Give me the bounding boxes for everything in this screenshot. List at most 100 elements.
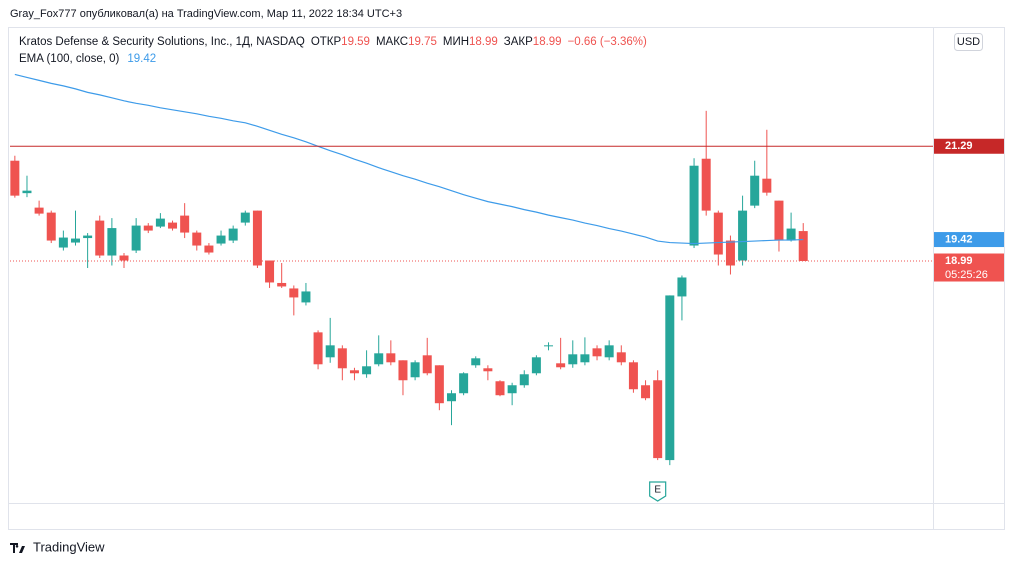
candle-body [168,222,178,229]
close-value: 18.99 [533,36,562,48]
candle-body [349,370,359,374]
candle-body [665,295,675,461]
indicator-value: 19.42 [127,53,156,65]
candle-body [446,393,456,402]
candle-body [216,235,226,244]
candle-body [10,160,20,196]
candle-body [83,235,93,239]
candle-body [155,218,165,227]
candle-body [568,354,578,365]
candle-body [180,215,190,233]
currency-label: USD [957,36,980,48]
candle-body [774,200,784,241]
candle-body [592,348,602,357]
high-value: 19.75 [408,36,437,48]
candle-body [653,380,663,459]
candle-body [410,362,420,378]
candle-body [58,237,68,248]
candle-body [713,212,723,255]
candle-body [386,353,396,363]
candle-body [398,360,408,381]
footer-brand: TradingView [33,539,105,554]
candle-body [471,358,481,366]
candle-body [519,374,529,386]
candle-body [228,228,238,241]
candle-body [192,232,202,246]
candle-body [362,366,372,375]
byline: Gray_Fox777 опубликовал(а) на TradingVie… [10,8,402,20]
close-label: ЗАКР [504,36,533,48]
candle-body [750,175,760,206]
candle-body [544,345,554,347]
candle-body [507,385,517,394]
candle-body [628,362,638,390]
last-price-label: 18.99 [945,255,973,267]
candle-body [531,357,541,374]
candle-body [798,231,808,262]
chart-frame [8,27,1005,530]
candle-body [738,210,748,261]
candle-body [131,225,141,251]
candle-body [434,365,444,404]
legend-line: Kratos Defense & Security Solutions, Inc… [19,36,647,48]
countdown: 05:25:26 [945,269,988,281]
hline-label: 21.29 [945,140,973,152]
candle-body [689,165,699,246]
candle-body [641,385,651,399]
candle-body [107,228,117,256]
candle-body [325,345,335,358]
labels: 21.29 19.42 18.99 05:25:26 [934,138,1004,282]
logo [10,543,25,553]
ema-line [14,73,804,245]
candle-body [143,225,153,231]
candle-body [119,255,129,261]
candle-body [701,158,711,211]
indicator-name: EMA (100, close, 0) [19,53,120,65]
ema-price-label-badge [934,232,1004,248]
earnings-marker: E [654,485,661,496]
candle-body [677,277,687,297]
candle-body [459,373,469,394]
candle-body [725,240,735,266]
plot: E [10,73,933,502]
ema-price-label: 19.42 [945,233,973,245]
candle-body [374,353,384,365]
candle-body [604,345,614,358]
candle-body [252,210,262,266]
indicator-line: EMA (100, close, 0) 19.42 [19,53,156,65]
high-label: МАКС [376,36,408,48]
candle-body [337,348,347,369]
candle-body [616,352,626,363]
symbol-title: Kratos Defense & Security Solutions, Inc… [19,36,305,48]
candle-body [289,288,299,298]
candle-body [483,368,493,372]
candle-body [580,354,590,363]
earnings-icon [649,481,667,502]
candle-body [240,212,250,223]
candle-body [277,282,287,287]
legend: Kratos Defense & Security Solutions, Inc… [19,36,647,65]
hline-label-badge [934,138,1004,154]
candle-body [46,212,56,241]
candle-body [422,355,432,374]
candle-body [762,178,772,193]
candle-body [495,381,505,396]
change: −0.66 (−3.36%) [568,36,647,48]
candle-body [556,363,566,368]
low-value: 18.99 [469,36,498,48]
open-label: ОТКР [311,36,342,48]
candle-body [786,228,796,241]
low-label: МИН [443,36,469,48]
candle-body [313,332,323,365]
last-price-label-badge [934,253,1004,282]
open-value: 19.59 [341,36,370,48]
candle-body [265,260,275,283]
currency-button[interactable] [954,33,983,51]
candle-body [22,190,32,194]
candle-body [70,238,80,243]
candle-body [34,207,44,214]
candle-body [204,245,214,253]
candle-body [95,220,105,256]
candle-body [301,291,311,303]
